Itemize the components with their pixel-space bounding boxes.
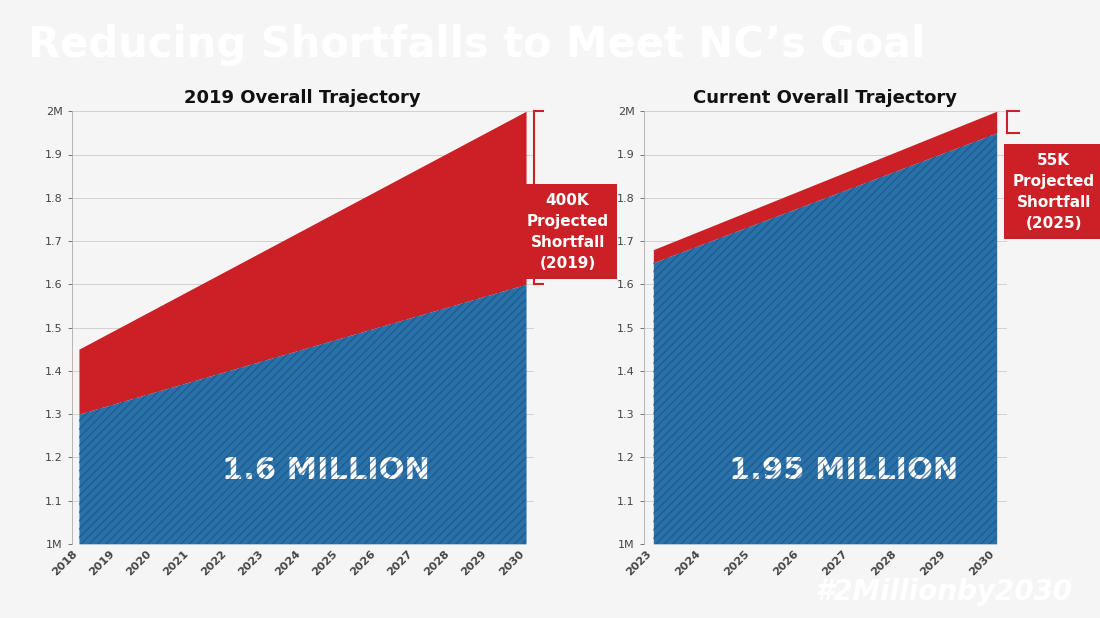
Text: 1.95 MILLION: 1.95 MILLION <box>728 456 958 485</box>
Text: Reducing Shortfalls to Meet NC’s Goal: Reducing Shortfalls to Meet NC’s Goal <box>28 24 925 66</box>
Title: 2019 Overall Trajectory: 2019 Overall Trajectory <box>184 89 421 107</box>
Title: Current Overall Trajectory: Current Overall Trajectory <box>693 89 957 107</box>
Text: #2Millionby2030: #2Millionby2030 <box>814 578 1072 606</box>
Text: 55K
Projected
Shortfall
(2025): 55K Projected Shortfall (2025) <box>1013 153 1094 231</box>
Text: 400K
Projected
Shortfall
(2019): 400K Projected Shortfall (2019) <box>527 193 608 271</box>
Text: 1.6 MILLION: 1.6 MILLION <box>222 456 429 485</box>
